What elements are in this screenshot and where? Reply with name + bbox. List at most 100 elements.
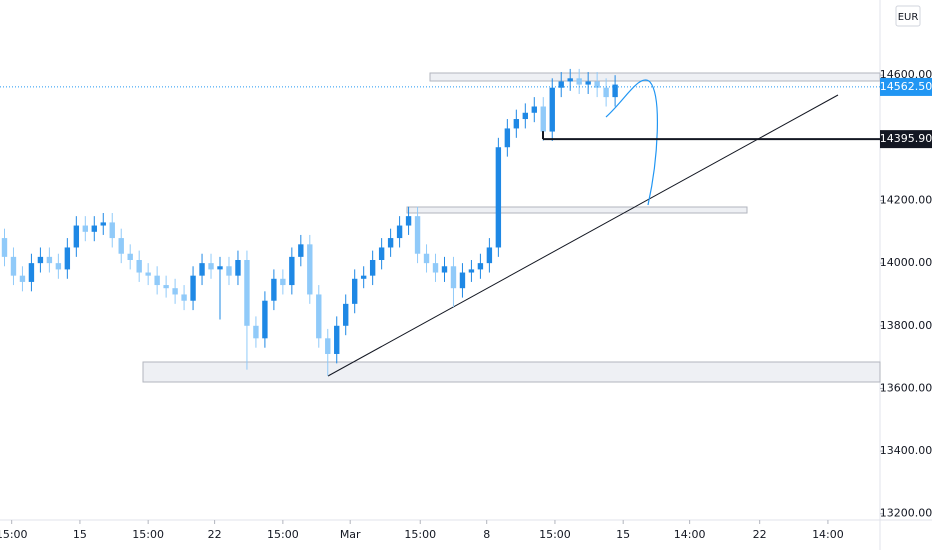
candle-body: [127, 253, 133, 260]
x-tick-label: 22: [753, 528, 767, 541]
candle-body: [73, 225, 80, 248]
candle-body: [477, 263, 484, 270]
candle-body: [612, 84, 618, 98]
candle-body: [585, 81, 591, 85]
candle-body: [145, 272, 151, 276]
candle-body: [100, 222, 106, 226]
candle-body: [414, 216, 421, 254]
candle-body: [567, 78, 573, 82]
currency: EUR: [898, 12, 919, 23]
candle-body: [396, 225, 403, 239]
candle-body: [423, 253, 430, 264]
x-tick-label: 15: [73, 528, 87, 541]
x-tick-label: 15:00: [132, 528, 164, 541]
candle-body: [10, 256, 17, 276]
candle-body: [64, 247, 71, 270]
candle-body: [387, 238, 394, 248]
x-tick-label: Mar: [340, 528, 361, 541]
candle-body: [163, 285, 169, 289]
x-tick-label: 22: [208, 528, 222, 541]
candle-body: [46, 256, 53, 264]
candle-body: [531, 106, 537, 113]
x-tick-label: 8: [483, 528, 490, 541]
candle-body: [289, 256, 295, 286]
x-tick-label: 15:00: [404, 528, 436, 541]
candle-body: [235, 260, 241, 276]
resistance-zone: [429, 72, 881, 82]
candle-body: [199, 263, 205, 276]
candle-body: [432, 263, 439, 273]
level-label: 14395.90: [880, 132, 932, 145]
candle-body: [37, 256, 44, 264]
candle-body: [334, 325, 340, 354]
candle-body: [343, 303, 349, 326]
breakout-zone: [406, 206, 748, 214]
candle-body: [307, 244, 313, 295]
candle-body: [172, 288, 178, 295]
x-tick-label: 15:00: [0, 528, 28, 541]
candle-body: [540, 106, 546, 132]
candle-body: [262, 300, 268, 339]
candle-body: [118, 238, 124, 254]
y-tick-label: 14200.00: [880, 193, 932, 206]
candle-body: [513, 119, 520, 129]
x-tick-label: 15: [616, 528, 630, 541]
level-box: [880, 130, 932, 149]
x-tick-label: 15:00: [267, 528, 299, 541]
x-tick-label: 14:00: [812, 528, 844, 541]
candle-body: [558, 81, 564, 88]
last-price-box: [880, 77, 932, 96]
candle-body: [154, 275, 160, 286]
projection-curve: [605, 79, 658, 206]
candle-body: [208, 263, 214, 270]
candle-body: [226, 266, 232, 276]
candle-body: [136, 260, 142, 273]
y-tick-label: 13200.00: [880, 507, 932, 520]
y-tick-label: 13400.00: [880, 444, 932, 457]
y-tick-label: 14000.00: [880, 256, 932, 269]
candle-body: [522, 112, 528, 120]
candle-body: [504, 128, 511, 148]
candle-body: [369, 260, 376, 276]
candle-body: [253, 325, 259, 339]
candle-body: [28, 263, 35, 282]
x-tick-label: 14:00: [674, 528, 706, 541]
candle-body: [486, 247, 493, 264]
candle-body: [244, 260, 250, 326]
candle-body: [378, 247, 385, 260]
candle-body: [459, 272, 466, 289]
candle-body: [316, 294, 322, 339]
y-tick-label: 13600.00: [880, 381, 932, 394]
currency-box: [895, 5, 921, 27]
candle-body: [603, 87, 609, 98]
support-zone: [142, 361, 881, 383]
candle-body: [576, 78, 582, 85]
trendline: [327, 94, 839, 377]
candle-body: [360, 275, 367, 279]
candle-body: [594, 81, 600, 88]
candle-body: [82, 225, 88, 232]
candle-body: [450, 266, 457, 289]
x-tick-label: 15:00: [539, 528, 571, 541]
last-price-label: 14562.50: [880, 80, 932, 93]
candle-body: [109, 222, 115, 239]
candle-body: [352, 278, 358, 304]
candle-body: [468, 269, 475, 273]
y-tick-label: 13800.00: [880, 319, 932, 332]
candle-body: [325, 338, 331, 354]
candle-body: [549, 87, 555, 132]
candle-body: [280, 278, 286, 286]
candle-body: [298, 244, 304, 257]
candle-body: [495, 147, 502, 248]
candle-body: [91, 225, 97, 232]
candle-body: [217, 266, 223, 270]
candle-body: [405, 216, 412, 226]
candle-body: [19, 275, 26, 282]
candle-body: [1, 238, 8, 257]
candle-body: [55, 263, 62, 270]
candle-body: [181, 294, 187, 301]
candle-body: [271, 278, 277, 301]
candle-body: [441, 266, 448, 273]
candle-body: [190, 275, 196, 301]
